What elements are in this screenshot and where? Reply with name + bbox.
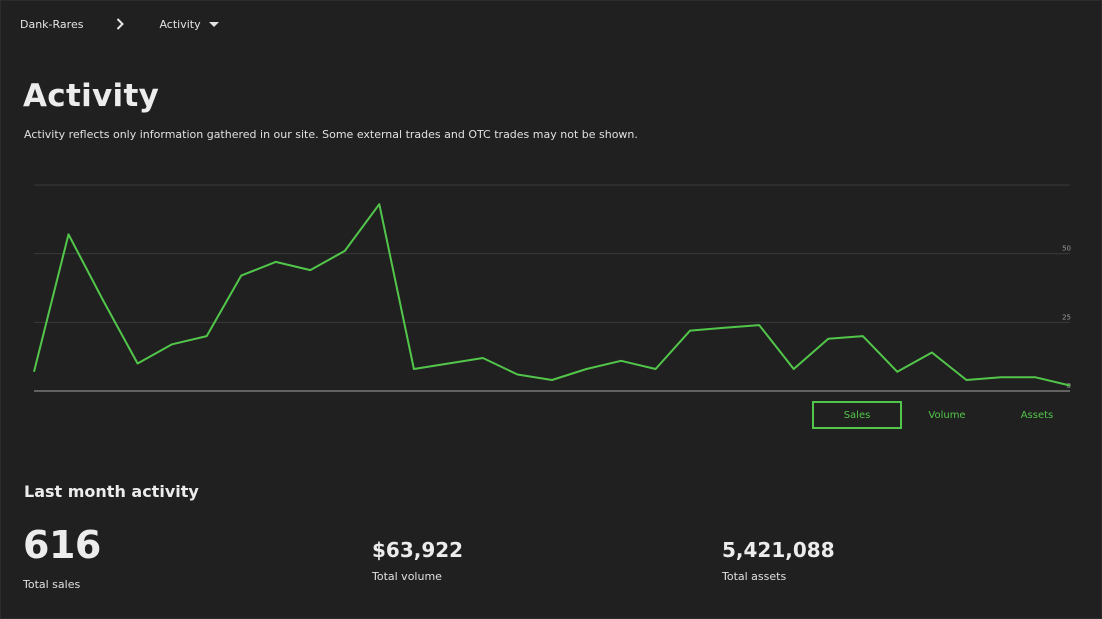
data-point[interactable] (791, 366, 797, 372)
data-point[interactable] (204, 333, 210, 339)
data-point[interactable] (376, 201, 382, 207)
metric-tab-sales[interactable]: Sales (812, 401, 902, 429)
data-point[interactable] (514, 372, 520, 378)
data-point[interactable] (100, 297, 106, 303)
stat-label-sales: Total sales (23, 578, 81, 591)
data-point[interactable] (273, 259, 279, 265)
stat-value-sales: 616 (23, 523, 101, 567)
data-point[interactable] (929, 350, 935, 356)
y-tick-label: 50 (1062, 245, 1071, 253)
last-month-title: Last month activity (24, 482, 199, 501)
data-point[interactable] (825, 336, 831, 342)
data-point[interactable] (66, 231, 72, 237)
data-point[interactable] (1067, 383, 1073, 389)
data-point[interactable] (687, 328, 693, 334)
data-point[interactable] (653, 366, 659, 372)
data-point[interactable] (342, 248, 348, 254)
chevron-right-icon (115, 17, 125, 31)
data-point[interactable] (998, 374, 1004, 380)
data-point[interactable] (411, 366, 417, 372)
data-point[interactable] (549, 377, 555, 383)
page-title: Activity (23, 78, 160, 114)
data-point[interactable] (963, 377, 969, 383)
stat-total-volume: $63,922 Total volume (372, 540, 463, 583)
breadcrumb-section-dropdown[interactable]: Activity (159, 17, 219, 31)
stat-label-volume: Total volume (372, 570, 442, 583)
data-point[interactable] (722, 325, 728, 331)
data-point[interactable] (238, 273, 244, 279)
stat-total-assets: 5,421,088 Total assets (722, 540, 835, 583)
data-point[interactable] (135, 361, 141, 367)
data-point[interactable] (584, 366, 590, 372)
stat-label-assets: Total assets (722, 570, 787, 583)
activity-chart: 02550 (0, 170, 1102, 400)
data-point[interactable] (618, 358, 624, 364)
data-point[interactable] (445, 361, 451, 367)
stat-value-volume: $63,922 (372, 538, 464, 562)
data-point[interactable] (1032, 374, 1038, 380)
metric-tab-assets[interactable]: Assets (992, 401, 1082, 429)
data-point[interactable] (756, 322, 762, 328)
breadcrumb-root-link[interactable]: Dank-Rares (20, 17, 84, 31)
page-subtitle: Activity reflects only information gathe… (24, 128, 638, 141)
data-point[interactable] (169, 341, 175, 347)
data-point[interactable] (307, 267, 313, 273)
data-point[interactable] (894, 369, 900, 375)
y-tick-label: 25 (1062, 313, 1071, 321)
metric-tab-volume[interactable]: Volume (902, 401, 992, 429)
data-point[interactable] (860, 333, 866, 339)
breadcrumb-current-label: Activity (159, 17, 201, 31)
breadcrumb: Dank-Rares Activity (20, 14, 219, 34)
activity-chart-svg: 02550 (31, 184, 1073, 392)
data-point[interactable] (480, 355, 486, 361)
stat-value-assets: 5,421,088 (722, 538, 835, 562)
caret-down-icon (208, 21, 219, 27)
stat-total-sales: 616 Total sales (23, 526, 101, 591)
data-point[interactable] (31, 369, 37, 375)
metric-tabs: Sales Volume Assets (812, 401, 1082, 429)
sales-series-line (33, 203, 1071, 387)
